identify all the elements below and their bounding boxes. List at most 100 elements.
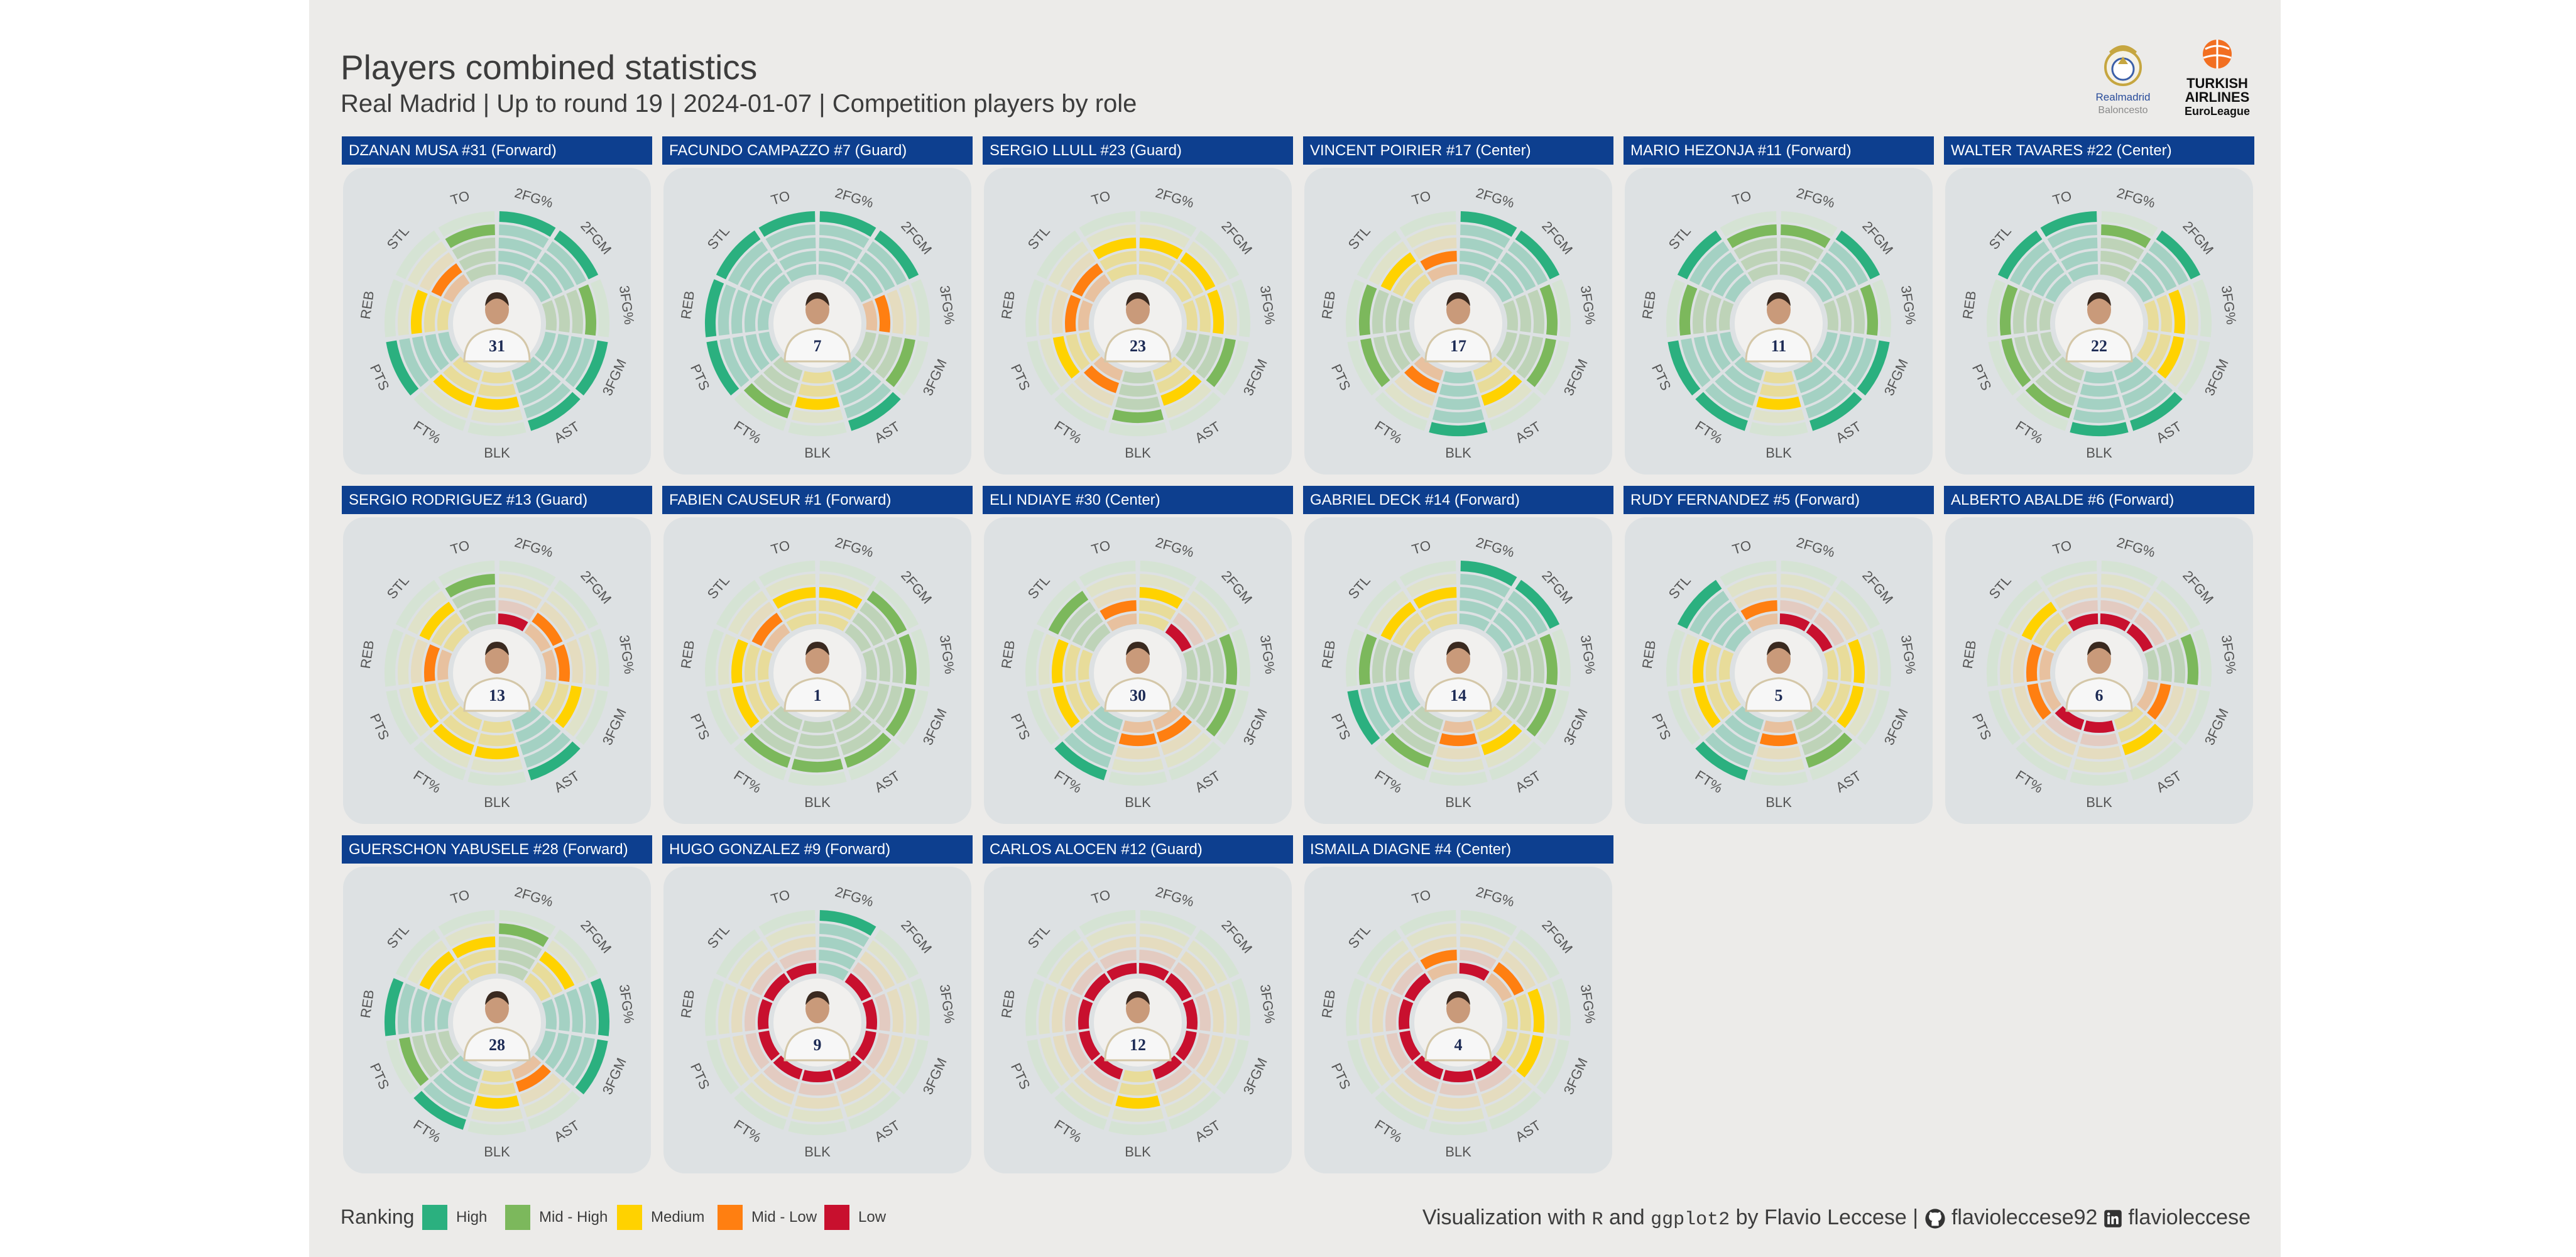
bar-segment-2fg-pct-level-3 [819,238,863,260]
bar-segment-reb-level-4 [397,284,416,336]
stat-label-blk: BLK [1125,445,1151,461]
bar-segment-ft-pct-level-3 [1074,1073,1115,1105]
bar-segment-stl-level-1 [2045,274,2072,303]
bar-segment-ast-level-5 [528,392,581,431]
bar-segment-reb-level-5 [704,978,724,1036]
bar-segment-2fgm-level-2 [532,612,563,646]
bar-segment-stl-level-4 [728,940,768,984]
bar-segment-ast-level-1 [2114,706,2144,730]
bar-segment-pts-level-2 [425,334,449,371]
player-card-header: GABRIEL DECK #14 (Forward) [1303,486,1613,514]
bar-segment-ft-pct-level-1 [452,356,483,381]
bar-segment-reb-level-5 [1986,628,2006,687]
bar-segment-ast-level-2 [1797,715,1833,743]
bar-segment-ft-pct-level-5 [2016,392,2068,431]
bar-segment-reb-level-4 [1999,284,2018,336]
bar-segment-2fg-pct-level-1 [818,264,849,282]
bar-segment-2fgm-level-5 [1194,230,1240,280]
bar-segment-pts-level-5 [706,689,740,745]
bar-segment-blk-level-5 [1108,771,1167,786]
bar-segment-stl-level-3 [2021,601,2057,640]
bar-segment-3fgm-level-5 [2177,340,2210,396]
bar-segment-stl-level-3 [419,951,455,990]
bar-segment-stl-level-1 [1084,623,1111,652]
bar-segment-ft-pct-level-4 [2025,732,2073,768]
bar-segment-stl-level-5 [395,929,440,979]
bar-segment-blk-level-1 [1122,1070,1154,1083]
bar-segment-ft-pct-level-5 [1054,1090,1107,1130]
github-icon[interactable] [1924,1208,1946,1229]
bar-segment-pts-level-5 [1667,689,1701,745]
bar-segment-stl-level-1 [443,973,470,1002]
player-card-header: SERGIO LLULL #23 (Guard) [983,136,1293,165]
bar-segment-stl-level-5 [395,579,440,629]
bar-segment-2fg-pct-level-5 [819,561,876,586]
bar-segment-3fgm-level-3 [555,336,582,379]
bar-segment-ft-pct-level-1 [1414,706,1444,730]
bar-segment-2fg-pct-level-1 [498,963,528,981]
bar-segment-2fgm-level-1 [2126,274,2153,303]
bar-segment-2fg-pct-level-1 [498,613,528,632]
bar-segment-2fgm-level-5 [554,230,599,280]
bar-segment-2fg-pct-level-2 [1460,600,1497,620]
bar-segment-pts-level-1 [1399,1030,1421,1061]
bar-segment-to-level-5 [758,561,816,586]
bar-segment-2fgm-level-1 [844,973,871,1002]
bar-segment-blk-level-4 [791,409,844,423]
bar-segment-blk-level-1 [1443,371,1474,384]
bar-segment-3fgm-level-3 [1836,685,1864,728]
bar-segment-ast-level-3 [520,1073,561,1105]
linkedin-icon[interactable] [2104,1209,2122,1228]
bar-segment-stl-level-2 [1392,962,1424,996]
legend-swatch-high [422,1205,447,1230]
bar-segment-3fgm-level-4 [1526,1037,1556,1086]
bar-segment-3fg-pct-level-4 [2180,284,2199,336]
bar-segment-ast-level-3 [1801,374,1843,406]
bar-segment-3fgm-level-4 [565,338,595,387]
bar-segment-blk-level-1 [1122,720,1154,733]
github-handle[interactable]: flavioleccese92 [1951,1205,2098,1229]
bar-segment-to-level-4 [1086,923,1136,947]
bar-segment-pts-level-4 [2001,338,2031,387]
bar-segment-ast-level-3 [1160,374,1202,406]
linkedin-handle[interactable]: flavioleccese [2128,1205,2251,1229]
bar-segment-2fg-pct-level-4 [499,923,549,947]
bar-segment-stl-level-5 [1036,230,1081,280]
bar-segment-ast-level-3 [1481,1073,1522,1105]
bar-segment-to-level-2 [2061,251,2098,271]
bar-segment-3fgm-level-2 [1186,683,1210,720]
bar-segment-ft-pct-level-3 [1394,374,1436,406]
bar-segment-2fgm-level-2 [1813,612,1845,646]
bar-segment-3fg-pct-level-4 [1219,284,1238,336]
bar-segment-2fgm-level-3 [2141,252,2177,291]
bar-segment-ast-level-4 [1805,732,1853,768]
bar-segment-ft-pct-level-4 [1064,1082,1111,1117]
bar-segment-blk-level-5 [1108,1121,1167,1136]
bar-segment-reb-level-4 [718,634,736,686]
bar-segment-to-level-4 [1086,574,1136,598]
bar-segment-2fgm-level-4 [866,241,907,285]
bar-segment-ast-level-1 [832,1055,862,1080]
bar-segment-blk-level-3 [474,745,520,760]
bar-segment-ft-pct-level-3 [753,374,795,406]
bar-segment-to-level-5 [2040,561,2097,586]
bar-segment-blk-level-5 [467,1121,527,1136]
bar-segment-ast-level-1 [511,1055,542,1080]
stat-label-blk: BLK [484,445,510,461]
bar-segment-3fgm-level-4 [1526,338,1556,387]
bar-segment-pts-level-1 [758,681,780,711]
legend-label-mid-high: Mid - High [539,1209,608,1226]
bar-segment-3fgm-level-4 [1206,1037,1236,1086]
bar-segment-reb-level-1 [1398,300,1414,331]
bar-segment-stl-level-4 [1048,241,1089,285]
bar-segment-to-level-3 [1413,238,1457,260]
bar-segment-stl-level-2 [1392,612,1424,646]
bar-segment-stl-level-2 [431,263,462,297]
bar-segment-stl-level-1 [443,623,470,652]
bar-segment-2fgm-level-4 [1828,241,1869,285]
bar-segment-to-level-5 [1399,561,1456,586]
